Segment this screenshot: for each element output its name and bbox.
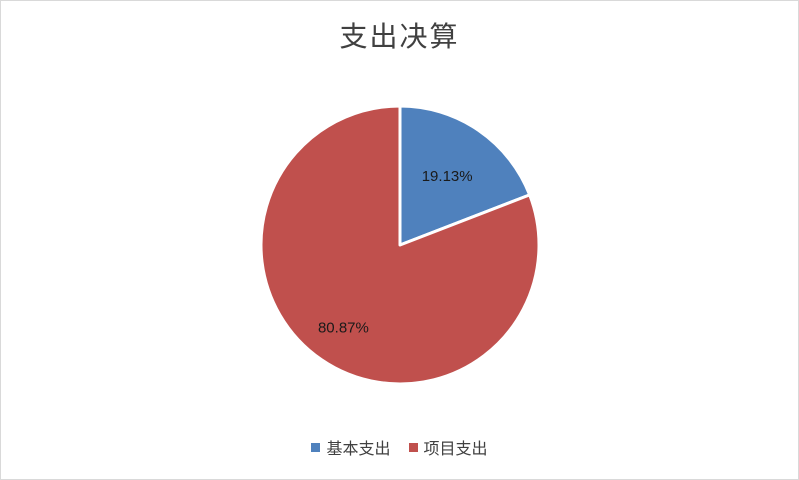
chart-title: 支出决算 [339, 20, 460, 53]
pie-slice-basic [398, 104, 532, 247]
pie-data-label-project: 80.87% [318, 320, 369, 337]
legend: 基本支出 项目支出 [1, 435, 798, 459]
pie-data-labels: 19.13% 80.87% [318, 168, 473, 336]
legend-item-basic: 基本支出 [311, 435, 391, 459]
pie-slices [259, 104, 541, 386]
legend-swatch-basic [311, 442, 321, 452]
pie-data-label-basic: 19.13% [422, 168, 473, 185]
legend-label-project: 项目支出 [423, 439, 488, 458]
pie-slice-project [259, 104, 541, 386]
legend-item-project: 项目支出 [408, 435, 488, 459]
legend-swatch-project [408, 442, 418, 452]
legend-label-basic: 基本支出 [326, 439, 391, 458]
